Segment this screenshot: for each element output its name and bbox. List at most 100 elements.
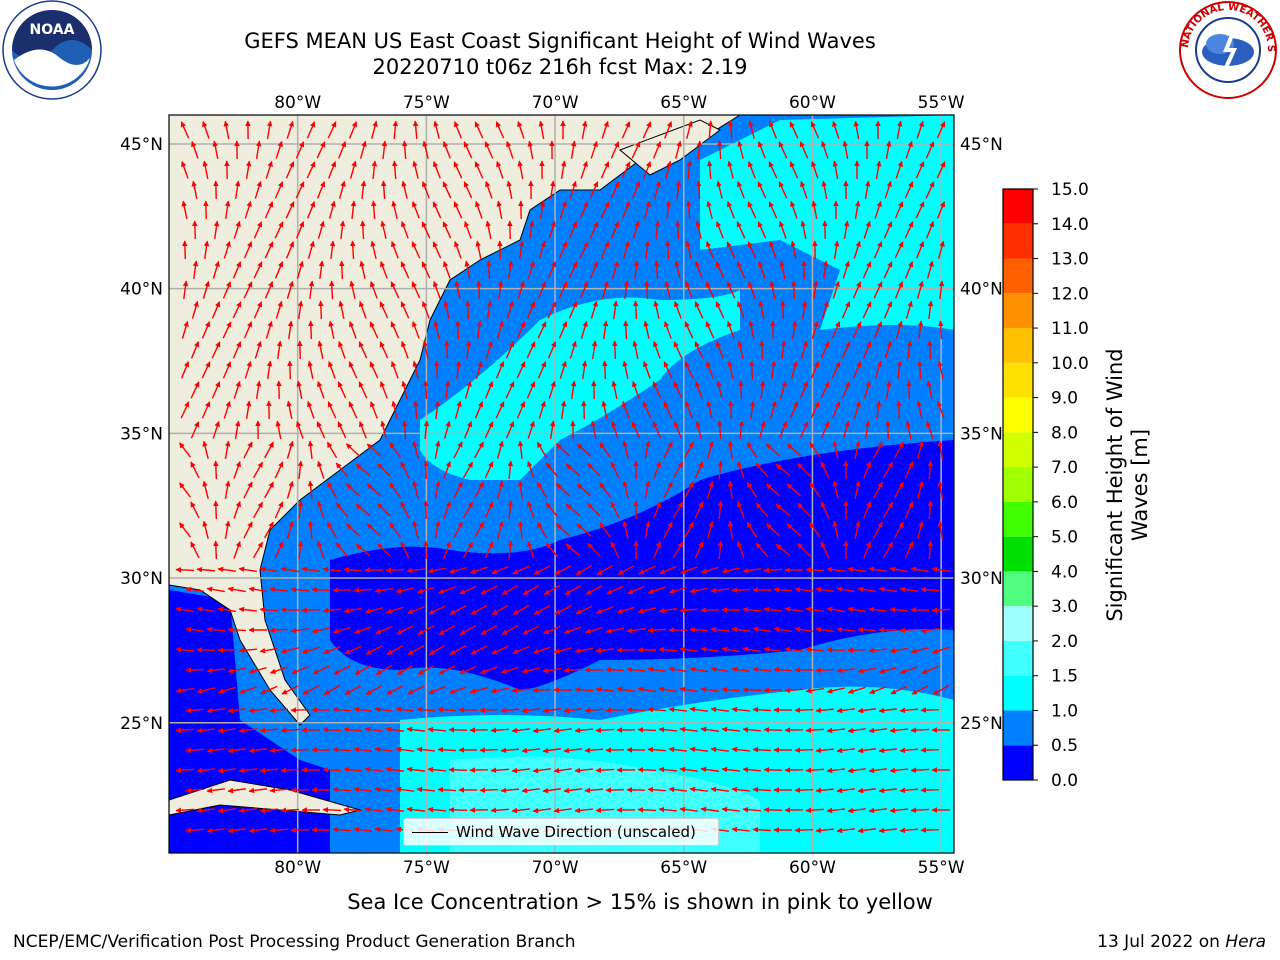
wave-arrow xyxy=(752,626,771,633)
wave-arrow xyxy=(710,706,730,713)
wave-arrow xyxy=(706,160,713,180)
wave-arrow xyxy=(663,401,673,419)
wave-arrow xyxy=(775,503,791,517)
wave-arrow xyxy=(448,566,467,574)
wave-arrow xyxy=(191,140,199,159)
wave-arrow xyxy=(196,606,215,613)
wave-arrow xyxy=(689,666,708,673)
wave-arrow xyxy=(484,541,494,559)
colorbar-tick-label: 8.0 xyxy=(1051,423,1078,443)
wave-arrow xyxy=(308,280,315,300)
wave-arrow xyxy=(917,320,924,340)
wave-arrow xyxy=(633,300,639,320)
wave-arrow xyxy=(605,787,625,793)
wave-arrow xyxy=(758,300,765,319)
wave-arrow xyxy=(337,141,347,159)
wave-arrow xyxy=(501,625,519,635)
wave-arrow xyxy=(626,627,646,634)
wave-arrow xyxy=(790,360,798,379)
wave-arrow xyxy=(486,260,492,280)
wave-arrow xyxy=(841,341,851,359)
wave-arrow xyxy=(496,160,504,179)
wave-arrow xyxy=(201,321,211,339)
wave-arrow xyxy=(579,281,589,299)
wave-arrow xyxy=(616,647,636,653)
wave-arrow xyxy=(664,280,671,299)
wave-arrow xyxy=(345,443,361,457)
wave-arrow xyxy=(453,521,463,539)
wave-arrow xyxy=(411,241,421,259)
wave-arrow xyxy=(875,400,882,420)
wave-arrow xyxy=(285,161,295,179)
wave-arrow xyxy=(343,607,362,614)
wave-arrow xyxy=(779,220,787,239)
wave-arrow xyxy=(622,360,629,379)
wave-arrow xyxy=(726,241,736,259)
wave-arrow xyxy=(833,240,840,259)
wave-arrow xyxy=(706,200,713,219)
wave-arrow xyxy=(526,301,536,319)
wave-arrow xyxy=(474,481,484,499)
wave-arrow xyxy=(224,200,231,220)
wave-arrow xyxy=(664,240,671,260)
wave-arrow xyxy=(894,481,904,499)
wave-arrow xyxy=(285,241,295,259)
colorbar-segment xyxy=(1003,501,1033,537)
wave-arrow xyxy=(422,380,429,400)
wave-arrow xyxy=(563,707,583,714)
wave-arrow xyxy=(297,500,304,520)
wave-arrow xyxy=(259,566,278,573)
wave-arrow xyxy=(569,340,577,359)
wave-arrow xyxy=(885,420,891,440)
wave-arrow xyxy=(665,200,672,220)
wave-arrow xyxy=(775,543,791,557)
wave-arrow xyxy=(736,221,746,239)
wave-arrow xyxy=(474,521,484,539)
wave-arrow xyxy=(359,260,366,279)
wave-arrow xyxy=(196,566,216,573)
wave-arrow xyxy=(416,586,435,594)
wave-arrow xyxy=(462,501,474,519)
wave-arrow xyxy=(748,120,755,139)
wave-arrow xyxy=(459,624,477,636)
wave-arrow xyxy=(721,646,740,653)
wave-arrow xyxy=(610,461,620,479)
wave-arrow xyxy=(528,220,535,240)
wave-arrow xyxy=(238,566,257,573)
wave-arrow xyxy=(748,320,755,339)
wave-arrow xyxy=(763,727,783,733)
wave-arrow xyxy=(800,220,807,239)
wave-arrow xyxy=(507,220,513,240)
wave-arrow xyxy=(799,381,809,399)
wave-arrow xyxy=(423,420,430,440)
wave-arrow xyxy=(696,140,703,160)
wave-arrow xyxy=(180,361,190,379)
wave-arrow xyxy=(390,321,400,339)
wave-arrow xyxy=(737,460,745,479)
wave-arrow xyxy=(374,706,394,713)
wave-arrow xyxy=(407,605,425,615)
wave-arrow xyxy=(637,807,657,813)
colorbar-tick-label: 0.0 xyxy=(1051,771,1078,791)
wave-arrow xyxy=(568,301,578,319)
wave-arrow xyxy=(547,341,557,359)
wave-arrow xyxy=(345,483,361,497)
wave-arrow xyxy=(411,281,421,299)
wave-arrow xyxy=(555,523,571,537)
wave-arrow xyxy=(617,565,635,575)
wave-arrow xyxy=(476,320,483,340)
wave-arrow xyxy=(717,500,724,520)
wave-arrow xyxy=(243,321,253,339)
wave-arrow xyxy=(500,707,520,714)
wave-arrow xyxy=(653,180,661,199)
wave-arrow xyxy=(797,543,811,557)
wave-arrow xyxy=(453,201,463,219)
wave-arrow xyxy=(223,120,230,139)
wave-arrow xyxy=(906,340,913,360)
wave-arrow xyxy=(684,361,694,379)
wave-arrow xyxy=(601,400,608,419)
wave-arrow xyxy=(385,606,404,614)
wave-arrow xyxy=(318,300,324,320)
wave-arrow xyxy=(380,220,387,239)
